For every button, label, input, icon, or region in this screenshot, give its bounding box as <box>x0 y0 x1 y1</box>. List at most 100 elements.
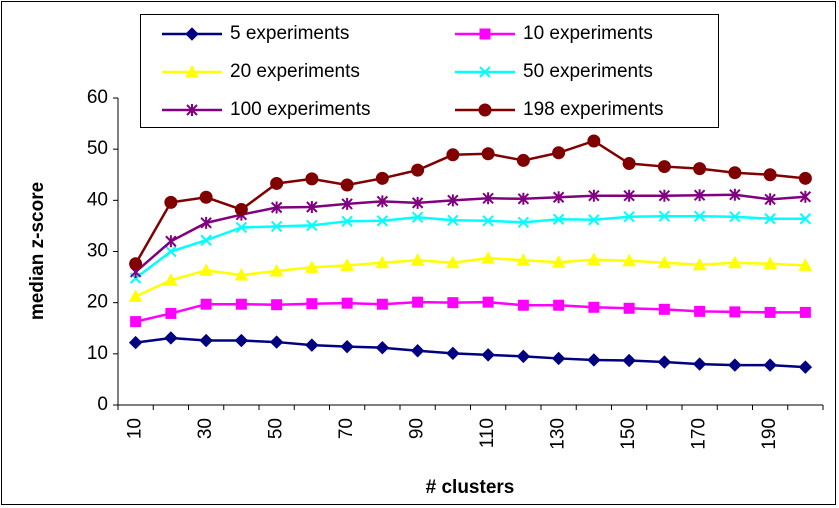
y-tick-label: 30 <box>87 241 108 262</box>
marker <box>552 191 565 204</box>
marker <box>446 346 460 361</box>
series <box>130 296 811 328</box>
marker <box>411 211 424 223</box>
marker <box>340 258 354 271</box>
marker <box>270 220 283 233</box>
marker <box>799 306 811 318</box>
marker <box>306 200 318 213</box>
y-axis-title: median z-score <box>27 182 48 320</box>
y-tick-label: 10 <box>87 343 108 364</box>
series-line <box>135 256 806 298</box>
marker <box>764 213 776 225</box>
y-tick-label: 50 <box>87 138 108 159</box>
marker <box>729 188 741 201</box>
y-tick-label: 0 <box>97 394 108 415</box>
marker <box>200 234 212 246</box>
marker <box>693 189 706 202</box>
marker <box>588 301 600 313</box>
legend-marker <box>478 103 492 117</box>
marker <box>517 299 529 311</box>
marker <box>200 298 212 310</box>
marker <box>517 216 530 229</box>
marker <box>482 296 494 308</box>
marker <box>516 153 530 167</box>
marker <box>587 252 601 266</box>
marker <box>376 215 389 227</box>
marker <box>693 162 707 176</box>
legend-marker <box>186 104 198 116</box>
marker <box>658 210 671 222</box>
marker <box>305 172 319 186</box>
marker <box>270 201 283 214</box>
marker <box>623 210 635 223</box>
marker <box>340 339 354 354</box>
marker <box>623 302 635 314</box>
marker <box>376 195 389 208</box>
marker <box>446 255 460 269</box>
x-tick-label: 70 <box>336 418 357 439</box>
marker <box>588 189 600 202</box>
marker <box>552 213 565 225</box>
x-tick-label: 130 <box>548 418 569 450</box>
marker <box>728 358 742 372</box>
x-axis-title: # clusters <box>426 477 515 498</box>
marker <box>728 166 742 180</box>
marker <box>164 331 178 345</box>
marker <box>164 273 178 286</box>
marker <box>306 298 318 310</box>
marker <box>693 210 706 222</box>
marker <box>270 176 284 190</box>
marker <box>411 163 425 177</box>
marker <box>128 289 143 303</box>
marker <box>516 349 531 364</box>
marker <box>587 134 601 148</box>
marker <box>551 255 566 268</box>
legend-label: 10 experiments <box>523 23 653 44</box>
x-tick-label: 190 <box>759 418 780 450</box>
marker <box>130 316 142 328</box>
marker <box>235 221 248 234</box>
legend-label: 198 experiments <box>523 99 663 120</box>
marker <box>481 348 495 362</box>
marker <box>764 306 776 318</box>
marker <box>376 298 388 310</box>
series <box>128 331 813 374</box>
marker <box>412 296 424 308</box>
marker <box>199 263 213 276</box>
marker <box>763 168 777 182</box>
marker <box>658 303 670 315</box>
x-tick-label: 90 <box>407 418 428 439</box>
marker <box>728 255 742 269</box>
x-tick-label: 170 <box>689 418 710 450</box>
marker <box>763 256 777 270</box>
legend-label: 5 experiments <box>230 23 349 44</box>
marker <box>517 192 530 205</box>
marker <box>764 193 776 206</box>
marker <box>763 358 777 372</box>
marker <box>235 298 247 310</box>
marker <box>410 253 425 266</box>
marker <box>341 215 353 228</box>
marker <box>622 156 636 170</box>
marker <box>199 190 213 204</box>
marker <box>694 305 706 317</box>
marker <box>200 216 212 229</box>
marker <box>129 257 143 271</box>
marker <box>199 333 213 348</box>
series <box>129 210 812 284</box>
marker <box>482 215 494 227</box>
series-line <box>134 193 806 273</box>
marker <box>588 214 600 226</box>
marker <box>234 203 248 217</box>
series <box>129 188 812 278</box>
marker <box>799 190 812 203</box>
marker <box>729 210 741 223</box>
marker <box>341 197 353 210</box>
marker <box>375 255 390 269</box>
marker <box>164 195 178 209</box>
x-tick-label: 30 <box>195 418 216 439</box>
marker <box>128 335 143 350</box>
marker <box>340 178 354 192</box>
marker <box>305 338 319 352</box>
